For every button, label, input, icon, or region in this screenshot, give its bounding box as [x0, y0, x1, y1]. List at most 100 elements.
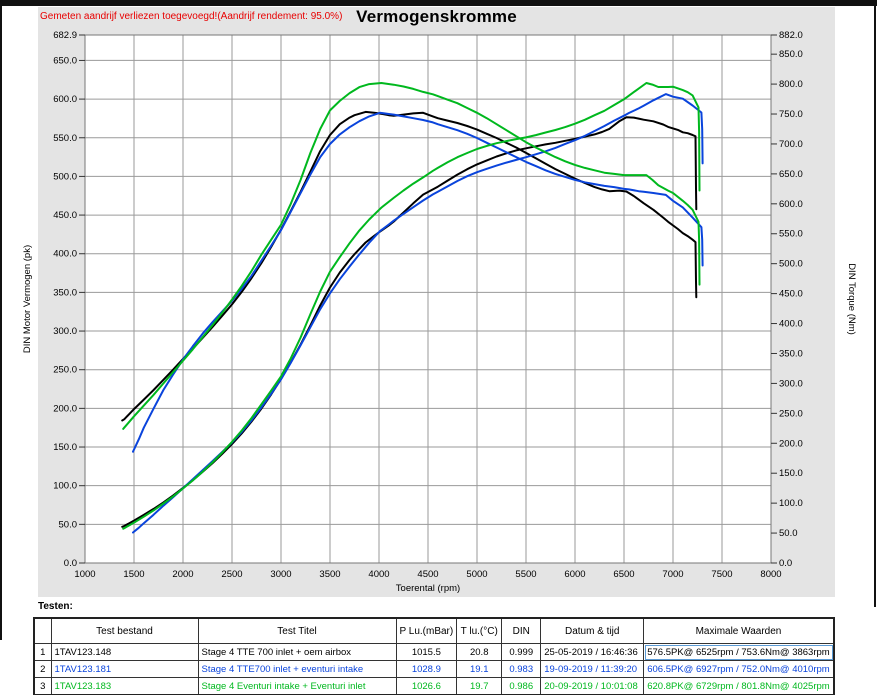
tests-table-header: Test bestand Test Titel P Lu.(mBar) T lu.(°… — [33, 617, 835, 644]
right-tick-label: 700.0 — [779, 139, 803, 150]
right-tick-label: 0.0 — [779, 558, 792, 569]
col-header-0 — [33, 617, 52, 644]
tests-section-label: Testen: — [38, 601, 73, 612]
right-tick-label: 200.0 — [779, 438, 803, 449]
left-tick-label: 100.0 — [53, 481, 77, 492]
col-header-2: Test Titel — [197, 617, 397, 644]
cell-r1-c2[interactable]: Stage 4 TTE 700 inlet + oem airbox — [197, 643, 397, 661]
row-number: 3 — [33, 677, 52, 695]
x-tick-label: 1500 — [123, 569, 144, 580]
right-tick-label: 50.0 — [779, 528, 798, 539]
x-tick-label: 2000 — [172, 569, 193, 580]
right-tick-label: 550.0 — [779, 229, 803, 240]
x-tick-label: 8000 — [760, 569, 781, 580]
curve-run1_power_pk — [121, 116, 698, 528]
cell-r1-c5[interactable]: 0.999 — [501, 643, 542, 661]
table-row-3: 3 1TAV123.183 Stage 4 Eventuri intake + Ev… — [33, 677, 835, 695]
left-tick-label: 50.0 — [59, 519, 78, 530]
right-tick-label: 600.0 — [779, 199, 803, 210]
right-tick-label: 500.0 — [779, 259, 803, 270]
cell-r3-c3[interactable]: 1026.6 — [395, 677, 458, 695]
col-header-6: Datum & tijd — [540, 617, 645, 644]
right-axis-title: DIN Torque (Nm) — [846, 263, 857, 335]
window-frame-left — [0, 6, 2, 640]
drivetrain-loss-note: Gemeten aandrijf verliezen toegevoegd!(A… — [40, 11, 343, 22]
left-tick-label: 300.0 — [53, 326, 77, 337]
left-tick-label: 350.0 — [53, 287, 77, 298]
table-row-2: 2 1TAV123.181 Stage 4 TTE700 inlet + event… — [33, 660, 835, 678]
x-tick-label: 3500 — [319, 569, 340, 580]
header-row: Test bestand Test Titel P Lu.(mBar) T lu.(°… — [33, 617, 835, 644]
col-header-4: T lu.(°C) — [456, 617, 503, 644]
chart-title: Vermogenskromme — [356, 7, 517, 26]
right-tick-label: 450.0 — [779, 289, 803, 300]
cell-r3-c2[interactable]: Stage 4 Eventuri intake + Eventuri inlet — [197, 677, 397, 695]
x-tick-label: 2500 — [221, 569, 242, 580]
cell-r2-c1[interactable]: 1TAV123.181 — [50, 660, 199, 678]
x-tick-label: 7000 — [662, 569, 683, 580]
right-tick-label: 350.0 — [779, 348, 803, 359]
right-tick-label: 250.0 — [779, 408, 803, 419]
x-tick-label: 4500 — [417, 569, 438, 580]
x-tick-label: 4000 — [368, 569, 389, 580]
cell-r2-c3[interactable]: 1028.9 — [395, 660, 458, 678]
left-tick-label: 0.0 — [64, 558, 77, 569]
cell-r2-c2[interactable]: Stage 4 TTE700 inlet + eventuri intake — [197, 660, 397, 678]
cell-r2-c7[interactable]: 606.5PK@ 6927rpm / 752.0Nm@ 4010rpm — [643, 660, 835, 678]
left-tick-label: 150.0 — [53, 442, 77, 453]
row-number: 2 — [33, 660, 52, 678]
x-tick-label: 6000 — [564, 569, 585, 580]
x-axis-title: Toerental (rpm) — [396, 583, 460, 594]
right-tick-label: 800.0 — [779, 79, 803, 90]
col-header-3: P Lu.(mBar) — [395, 617, 458, 644]
curve-run1_torque_nm — [121, 110, 698, 422]
right-tick-label: 850.0 — [779, 49, 803, 60]
cell-r3-c5[interactable]: 0.986 — [501, 677, 542, 695]
x-tick-label: 7500 — [711, 569, 732, 580]
table-row-1: 1 1TAV123.148 Stage 4 TTE 700 inlet + oem … — [33, 643, 835, 661]
left-tick-label: 550.0 — [53, 133, 77, 144]
right-tick-label: 400.0 — [779, 319, 803, 330]
x-tick-label: 5500 — [515, 569, 536, 580]
col-header-5: DIN — [501, 617, 542, 644]
cell-r1-c1[interactable]: 1TAV123.148 — [50, 643, 199, 661]
curve-run3_power_pk — [122, 82, 701, 530]
cell-r1-c7[interactable]: 576.5PK@ 6525rpm / 753.6Nm@ 3863rpm — [643, 643, 835, 661]
cell-r2-c5[interactable]: 0.983 — [501, 660, 542, 678]
left-tick-label: 250.0 — [53, 365, 77, 376]
right-tick-label: 100.0 — [779, 498, 803, 509]
right-tick-label: 300.0 — [779, 378, 803, 389]
cell-r1-c4[interactable]: 20.8 — [456, 643, 503, 661]
cell-r1-c3[interactable]: 1015.5 — [395, 643, 458, 661]
cell-r2-c4[interactable]: 19.1 — [456, 660, 503, 678]
x-tick-label: 6500 — [613, 569, 634, 580]
window-frame-top — [0, 0, 877, 6]
x-tick-label: 1000 — [74, 569, 95, 580]
tests-table-body: 1 1TAV123.148 Stage 4 TTE 700 inlet + oem … — [33, 643, 835, 695]
dyno-chart: 682.9 650.0 600.0 550.0 500.0 450.0 400.0 350.0… — [22, 30, 857, 594]
left-tick-label: 600.0 — [53, 94, 77, 105]
cell-r3-c6[interactable]: 20-09-2019 / 10:01:08 — [540, 677, 645, 695]
curve-run3_torque_nm — [122, 82, 701, 430]
x-tick-label: 3000 — [270, 569, 291, 580]
left-tick-label: 450.0 — [53, 210, 77, 221]
cell-r3-c4[interactable]: 19.7 — [456, 677, 503, 695]
right-tick-label: 150.0 — [779, 468, 803, 479]
left-axis-title: DIN Motor Vermogen (pk) — [22, 245, 33, 353]
right-tick-label: 650.0 — [779, 169, 803, 180]
x-tick-label: 5000 — [466, 569, 487, 580]
window-frame-right — [874, 6, 876, 607]
col-header-1: Test bestand — [50, 617, 199, 644]
plot-border — [84, 34, 772, 564]
cell-r3-c7[interactable]: 620.8PK@ 6729rpm / 801.8Nm@ 4025rpm — [643, 677, 835, 695]
cell-r1-c6[interactable]: 25-05-2019 / 16:46:36 — [540, 643, 645, 661]
left-tick-label: 650.0 — [53, 55, 77, 66]
tests-table: Test bestand Test Titel P Lu.(mBar) T lu.(°… — [33, 617, 835, 695]
left-tick-label: 400.0 — [53, 249, 77, 260]
cell-r2-c6[interactable]: 19-09-2019 / 11:39:20 — [540, 660, 645, 678]
row-number: 1 — [33, 643, 52, 661]
cell-r3-c1[interactable]: 1TAV123.183 — [50, 677, 199, 695]
left-tick-label: 500.0 — [53, 171, 77, 182]
right-tick-label: 750.0 — [779, 109, 803, 120]
